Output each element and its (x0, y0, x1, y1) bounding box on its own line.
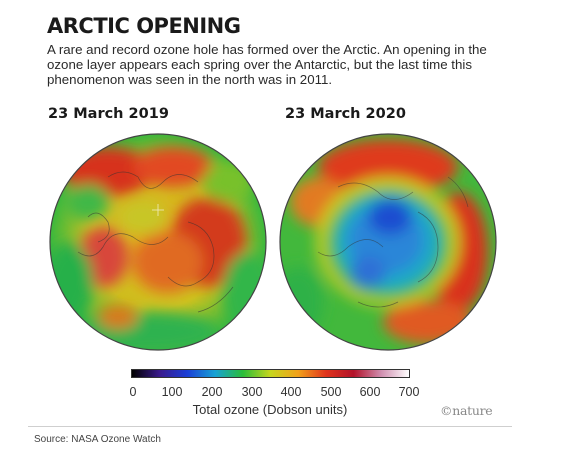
scale-label: Total ozone (Dobson units) (192, 402, 348, 417)
color-scale-bar (131, 369, 410, 378)
map-label-2020: 23 March 2020 (285, 106, 406, 122)
nature-logo: ©nature (440, 403, 493, 418)
scale-tick: 100 (161, 385, 183, 399)
page-title: ARCTIC OPENING (47, 14, 241, 38)
scale-tick: 500 (320, 385, 342, 399)
scale-tick: 300 (241, 385, 263, 399)
scale-tick: 0 (129, 385, 137, 399)
scale-tick: 400 (280, 385, 302, 399)
ozone-map-2020 (278, 132, 498, 352)
ozone-map-2019 (48, 132, 268, 352)
map-label-2019: 23 March 2019 (48, 106, 169, 122)
source-note: Source: NASA Ozone Watch (34, 434, 161, 445)
scale-tick: 600 (359, 385, 381, 399)
description: A rare and record ozone hole has formed … (47, 42, 487, 87)
scale-tick: 700 (398, 385, 420, 399)
scale-tick: 200 (201, 385, 223, 399)
divider (28, 426, 512, 427)
